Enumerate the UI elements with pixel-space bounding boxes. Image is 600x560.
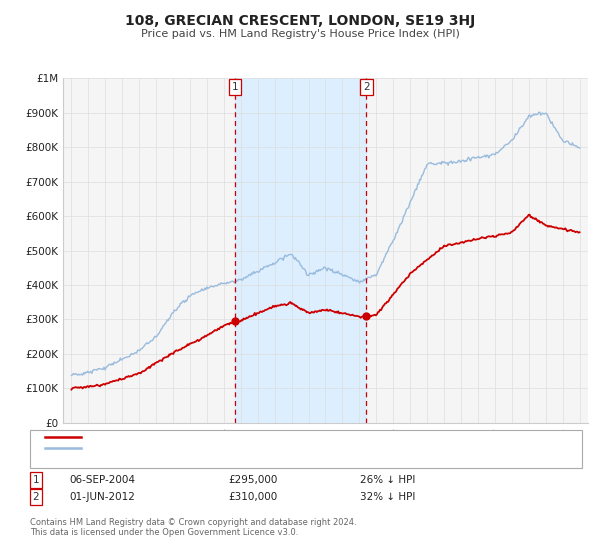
Text: 2: 2 [32,492,40,502]
Text: £310,000: £310,000 [228,492,277,502]
Text: 108, GRECIAN CRESCENT, LONDON, SE19 3HJ: 108, GRECIAN CRESCENT, LONDON, SE19 3HJ [125,14,475,28]
Text: 01-JUN-2012: 01-JUN-2012 [69,492,135,502]
Text: HPI: Average price, detached house, Croydon: HPI: Average price, detached house, Croy… [86,443,322,453]
Text: 1: 1 [32,475,40,485]
Text: 108, GRECIAN CRESCENT, LONDON, SE19 3HJ (detached house): 108, GRECIAN CRESCENT, LONDON, SE19 3HJ … [86,432,418,442]
Text: £295,000: £295,000 [228,475,277,485]
Text: Price paid vs. HM Land Registry's House Price Index (HPI): Price paid vs. HM Land Registry's House … [140,29,460,39]
Text: 2: 2 [363,82,370,92]
Text: 32% ↓ HPI: 32% ↓ HPI [360,492,415,502]
Bar [235,78,367,423]
Text: Contains HM Land Registry data © Crown copyright and database right 2024.
This d: Contains HM Land Registry data © Crown c… [30,518,356,538]
Text: 26% ↓ HPI: 26% ↓ HPI [360,475,415,485]
Text: 1: 1 [232,82,239,92]
Text: 06-SEP-2004: 06-SEP-2004 [69,475,135,485]
